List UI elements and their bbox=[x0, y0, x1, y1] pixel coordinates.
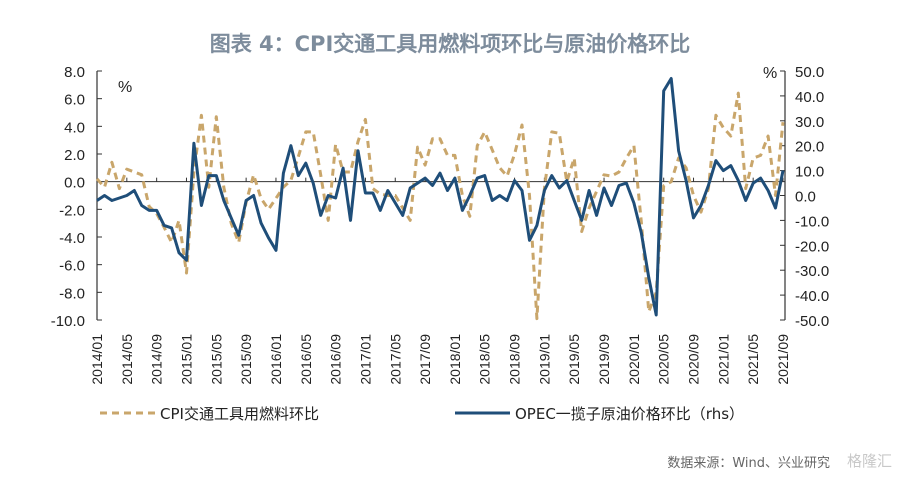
x-tick-label: 2018/09 bbox=[507, 334, 523, 385]
x-tick-label: 2016/05 bbox=[298, 334, 314, 385]
right-tick-label: 0.0 bbox=[795, 189, 816, 206]
left-tick-label: -6.0 bbox=[59, 258, 85, 275]
right-axis-unit: % bbox=[763, 65, 777, 82]
right-tick-label: -30.0 bbox=[795, 263, 829, 280]
legend-label-opec: OPEC一揽子原油价格环比（rhs） bbox=[515, 405, 744, 423]
source-note: 数据来源：Wind、兴业研究 bbox=[667, 456, 830, 471]
left-tick-label: -2.0 bbox=[59, 202, 85, 219]
x-tick-label: 2017/01 bbox=[357, 334, 373, 385]
watermark: 格隆汇 bbox=[846, 452, 892, 470]
x-tick-label: 2016/09 bbox=[328, 334, 344, 385]
x-tick-label: 2015/09 bbox=[238, 334, 254, 385]
x-tick-label: 2017/09 bbox=[417, 334, 433, 385]
x-tick-label: 2017/05 bbox=[387, 334, 403, 385]
opec-oil-series-line bbox=[96, 77, 785, 317]
left-tick-label: 4.0 bbox=[64, 119, 85, 136]
right-tick-label: -20.0 bbox=[795, 238, 829, 255]
legend-label-cpi: CPI交通工具用燃料环比 bbox=[160, 405, 319, 423]
left-tick-label: -8.0 bbox=[59, 285, 85, 302]
x-tick-label: 2020/01 bbox=[626, 334, 642, 385]
right-tick-label: 10.0 bbox=[795, 164, 824, 181]
x-tick-label: 2020/05 bbox=[656, 334, 672, 385]
right-tick-label: -50.0 bbox=[795, 313, 829, 330]
cpi-fuel-series-line bbox=[95, 91, 785, 321]
right-tick-label: 20.0 bbox=[795, 139, 824, 156]
right-tick-label: 30.0 bbox=[795, 114, 824, 131]
left-tick-label: 0.0 bbox=[64, 175, 85, 192]
x-tick-label: 2021/09 bbox=[775, 334, 791, 385]
left-tick-label: 2.0 bbox=[64, 147, 85, 164]
x-tick-label: 2014/01 bbox=[89, 334, 105, 385]
x-tick-label: 2020/09 bbox=[686, 334, 702, 385]
x-tick-label: 2019/09 bbox=[596, 334, 612, 385]
x-tick-label: 2015/01 bbox=[178, 334, 194, 385]
left-tick-label: -4.0 bbox=[59, 230, 85, 247]
x-tick-label: 2015/05 bbox=[208, 334, 224, 385]
left-tick-label: 8.0 bbox=[64, 64, 85, 81]
right-tick-label: 50.0 bbox=[795, 64, 824, 81]
left-axis-unit: % bbox=[118, 79, 132, 96]
x-tick-label: 2018/05 bbox=[477, 334, 493, 385]
right-tick-label: 40.0 bbox=[795, 89, 824, 106]
x-tick-label: 2021/01 bbox=[715, 334, 731, 385]
x-tick-label: 2021/05 bbox=[745, 334, 761, 385]
left-tick-label: -10.0 bbox=[51, 313, 85, 330]
x-tick-label: 2014/05 bbox=[119, 334, 135, 385]
x-tick-label: 2019/05 bbox=[566, 334, 582, 385]
x-tick-label: 2019/01 bbox=[536, 334, 552, 385]
x-tick-label: 2014/09 bbox=[149, 334, 165, 385]
x-tick-label: 2018/01 bbox=[447, 334, 463, 385]
chart-title: 图表 4：CPI交通工具用燃料项环比与原油价格环比 bbox=[209, 32, 691, 56]
right-tick-label: -10.0 bbox=[795, 213, 829, 230]
right-tick-label: -40.0 bbox=[795, 288, 829, 305]
left-tick-label: 6.0 bbox=[64, 92, 85, 109]
x-tick-label: 2016/01 bbox=[268, 334, 284, 385]
